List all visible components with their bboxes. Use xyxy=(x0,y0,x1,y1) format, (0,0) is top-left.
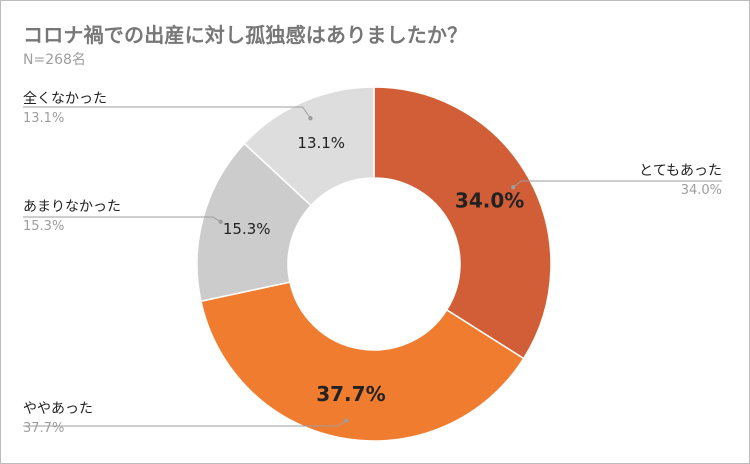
callout-value-amari-nakatta: 15.3% xyxy=(23,219,64,234)
slice-mattaku-nakatta xyxy=(243,86,375,207)
slice-value-label-amari-nakatta: 15.3% xyxy=(223,220,271,238)
slice-value-label-yaya-atta: 37.7% xyxy=(316,382,385,406)
leader-line-amari-nakatta xyxy=(23,216,221,223)
leader-line-yaya-atta xyxy=(23,420,347,427)
callout-category-yaya-atta: ややあった xyxy=(23,401,93,417)
slice-group xyxy=(196,86,552,442)
callout-value-yaya-atta: 37.7% xyxy=(23,421,64,436)
leader-line-group xyxy=(23,106,722,427)
slice-yaya-atta xyxy=(200,281,525,442)
callout-category-mattaku-nakatta: 全くなかった xyxy=(23,90,107,107)
slice-value-label-mattaku-nakatta: 13.1% xyxy=(297,134,345,152)
slice-totemo-atta xyxy=(373,86,552,360)
chart-subtitle: N=268名 xyxy=(23,52,86,68)
chart-title: コロナ禍での出産に対し孤独感はありましたか？ xyxy=(23,23,468,47)
leader-line-totemo-atta xyxy=(512,180,722,188)
callout-category-totemo-atta: とてもあった xyxy=(639,163,722,179)
leader-line-mattaku-nakatta xyxy=(23,106,311,119)
slice-amari-nakatta xyxy=(196,142,313,303)
callout-value-totemo-atta: 34.0% xyxy=(681,183,722,198)
slice-value-label-totemo-atta: 34.0% xyxy=(455,188,524,212)
callout-category-amari-nakatta: あまりなかった xyxy=(23,199,121,215)
label-group: 34.0% とてもあった 34.0% 37.7% ややあった 37.7% 15.3% あまりな… xyxy=(23,90,722,436)
callout-value-mattaku-nakatta: 13.1% xyxy=(23,111,64,126)
